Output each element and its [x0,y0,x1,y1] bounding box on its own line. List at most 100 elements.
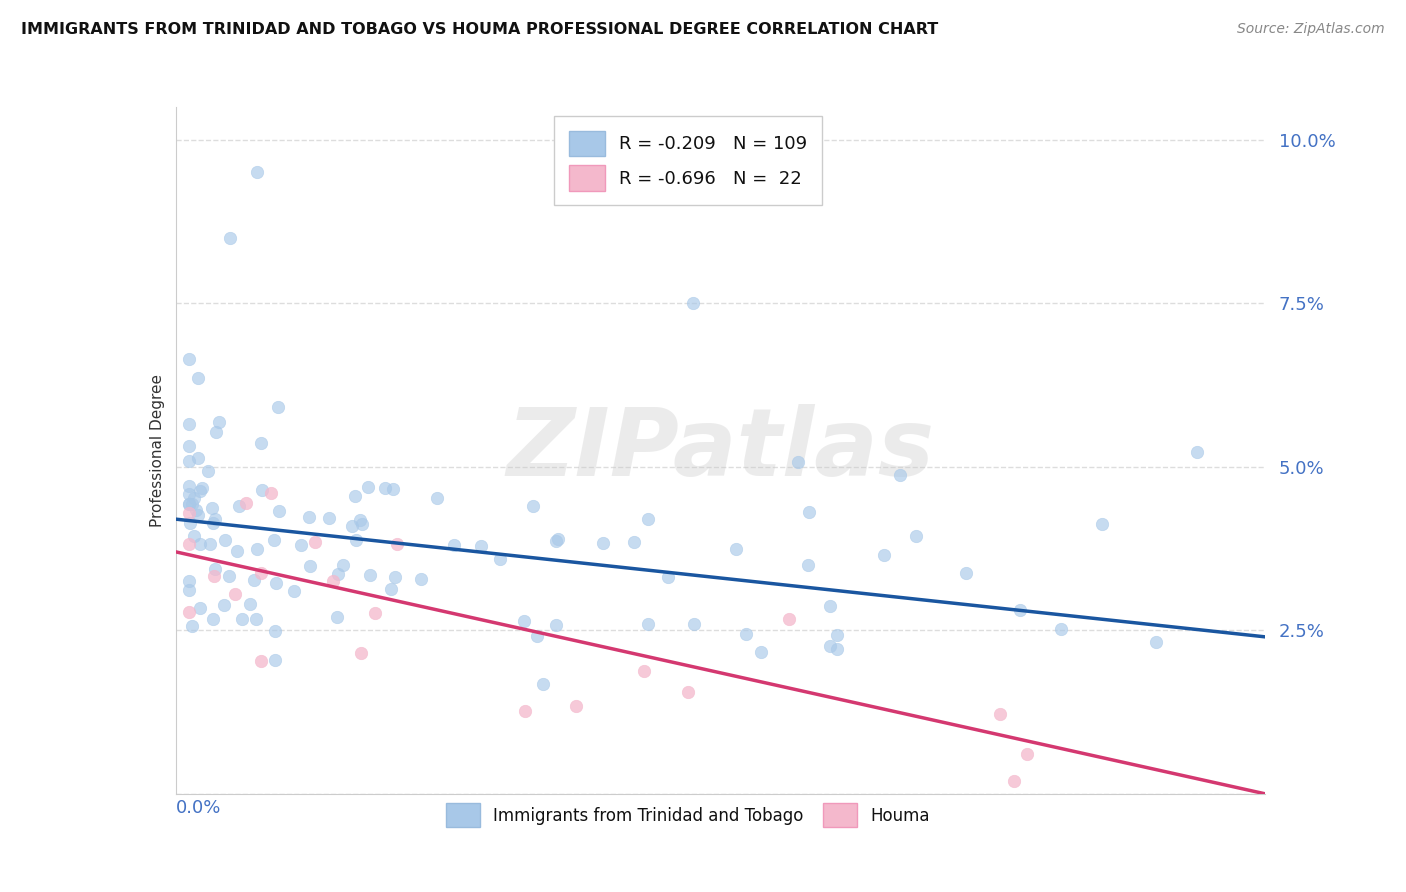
Point [332,558,354,572]
Point [350,646,373,660]
Point [988,706,1011,721]
Point [725,541,748,556]
Point [202,569,225,583]
Point [384,570,406,584]
Point [190,482,212,496]
Point [179,487,201,501]
Point [283,584,305,599]
Point [633,664,655,678]
Point [304,534,326,549]
Point [682,296,704,310]
Point [905,529,928,543]
Point [357,480,380,494]
Point [187,371,209,385]
Point [207,416,229,430]
Point [202,612,225,626]
Point [592,536,614,550]
Point [515,704,537,718]
Point [797,505,820,519]
Point [200,537,222,551]
Point [359,567,381,582]
Point [188,537,211,551]
Point [778,612,800,626]
Point [825,628,848,642]
Point [179,352,201,367]
Point [470,539,492,553]
Point [179,537,201,551]
Point [1050,623,1073,637]
Point [188,601,211,615]
Point [266,400,288,414]
Point [181,497,204,511]
Text: ZIPatlas: ZIPatlas [506,404,935,497]
Point [889,468,911,483]
Point [231,612,253,626]
Point [179,506,201,520]
Point [264,575,287,590]
Point [224,587,246,601]
Point [328,566,350,581]
Point [825,641,848,656]
Point [250,566,273,580]
Point [179,605,201,619]
Point [201,501,224,516]
Point [818,599,841,613]
Point [179,583,201,598]
Point [342,519,364,533]
Point [344,533,367,548]
Point [264,624,287,639]
Point [235,496,257,510]
Point [751,645,773,659]
Point [547,532,569,546]
Point [522,500,544,514]
Point [181,619,204,633]
Point [1002,773,1025,788]
Point [1017,747,1039,761]
Point [228,500,250,514]
Text: Source: ZipAtlas.com: Source: ZipAtlas.com [1237,22,1385,37]
Point [1187,444,1209,458]
Point [546,534,568,549]
Point [197,464,219,478]
Point [179,439,201,453]
Point [546,618,568,632]
Point [873,548,896,562]
Point [411,572,433,586]
Point [443,538,465,552]
Point [259,486,281,500]
Point [184,503,207,517]
Point [218,569,240,583]
Point [250,483,273,497]
Text: IMMIGRANTS FROM TRINIDAD AND TOBAGO VS HOUMA PROFESSIONAL DEGREE CORRELATION CHA: IMMIGRANTS FROM TRINIDAD AND TOBAGO VS H… [21,22,938,37]
Point [488,552,510,566]
Point [243,573,266,587]
Point [202,516,225,530]
Point [204,512,226,526]
Point [179,574,201,588]
Point [187,508,209,523]
Point [344,489,367,503]
Point [318,510,340,524]
Point [526,629,548,643]
Point [267,504,290,518]
Point [565,698,588,713]
Point [179,497,201,511]
Point [290,538,312,552]
Point [382,482,405,496]
Point [183,491,205,505]
Point [352,517,374,532]
Point [264,653,287,667]
Y-axis label: Professional Degree: Professional Degree [149,374,165,527]
Point [385,536,408,550]
Point [239,597,262,611]
Text: 0.0%: 0.0% [176,798,221,817]
Point [637,616,659,631]
Point [179,479,201,493]
Point [683,617,706,632]
Point [364,606,387,620]
Point [179,516,201,530]
Point [955,566,977,580]
Point [204,562,226,576]
Legend: Immigrants from Trinidad and Tobago, Houma: Immigrants from Trinidad and Tobago, Hou… [440,797,936,834]
Point [426,491,449,506]
